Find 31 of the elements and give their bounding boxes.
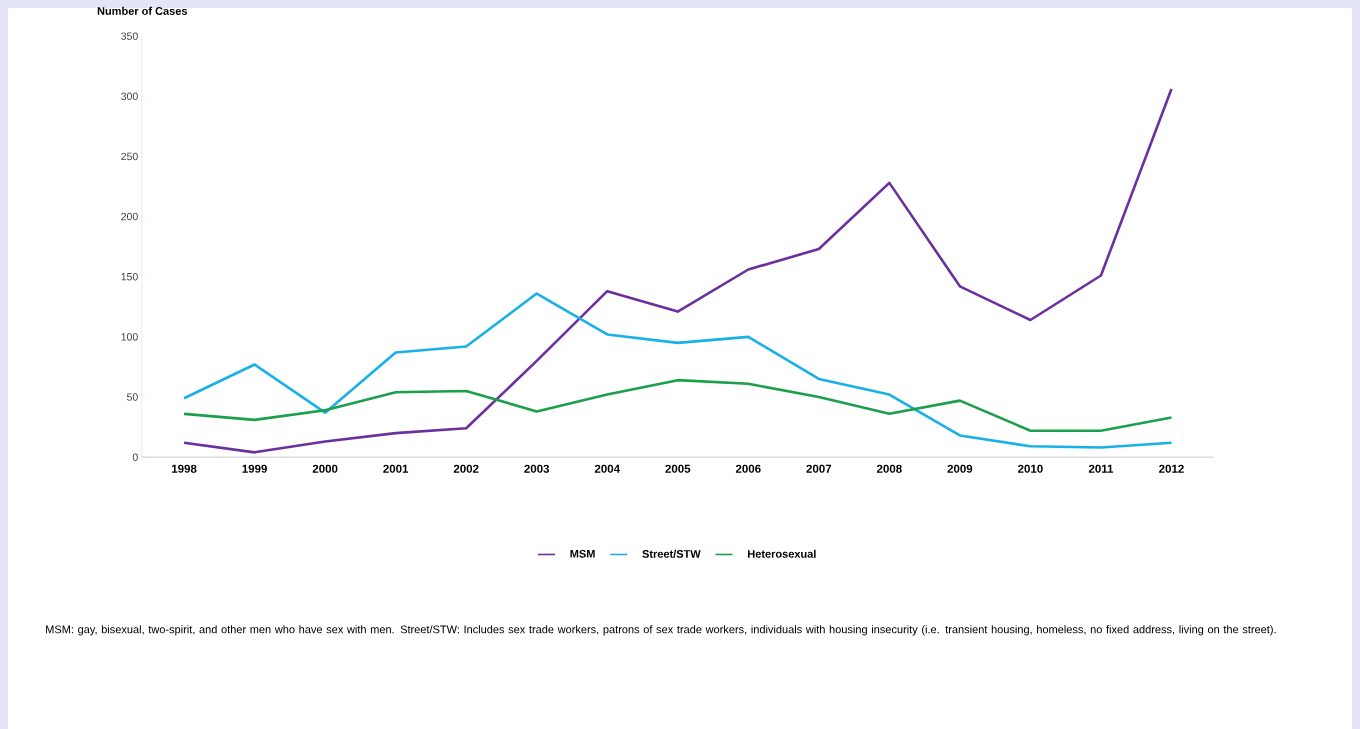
y-axis-title: Number of Cases xyxy=(97,6,188,15)
y-tick-label: 0 xyxy=(132,453,138,461)
line-series xyxy=(182,378,1173,432)
x-tick-label: 2009 xyxy=(947,464,973,473)
y-tick-label: 350 xyxy=(121,32,138,40)
x-tick-label: 2008 xyxy=(876,464,902,473)
x-tick-label: 2004 xyxy=(594,464,620,473)
y-tick-label: 200 xyxy=(121,212,138,221)
legend-label: Street/STW xyxy=(642,549,701,558)
x-tick-label: 1998 xyxy=(172,464,197,473)
x-tick-label: 2002 xyxy=(453,464,479,473)
x-tick-label: 2010 xyxy=(1018,464,1043,473)
text: MSM: gay, bisexual, two-spirit, and other men who have sex with men. Street/STW: Includes sex trade workers, patrons of sex trade workers, individuals with housing insecurity (i.e. transient housing, homeless, no fixed address, living on the street). xyxy=(46,625,1276,636)
y-tick-label: 250 xyxy=(121,152,138,161)
y-tick-label: 50 xyxy=(126,393,138,401)
x-tick-label: 2001 xyxy=(383,464,409,473)
x-tick-label: 2003 xyxy=(524,464,550,473)
x-tick-label: 2012 xyxy=(1159,464,1184,473)
x-tick-label: 2000 xyxy=(312,464,338,473)
y-tick-label: 150 xyxy=(121,273,138,281)
line-series xyxy=(182,87,1173,454)
x-tick-label: 2006 xyxy=(735,464,761,473)
x-tick-label: 2007 xyxy=(806,464,832,473)
x-tick-label: 1999 xyxy=(242,464,267,473)
y-tick-label: 300 xyxy=(121,92,138,101)
legend-label: MSM xyxy=(570,549,595,558)
x-tick-label: 2005 xyxy=(665,464,691,473)
legend-label: Heterosexual xyxy=(748,549,816,558)
line-series xyxy=(182,292,1173,449)
y-tick-label: 100 xyxy=(121,333,138,341)
x-tick-label: 2011 xyxy=(1088,464,1114,473)
